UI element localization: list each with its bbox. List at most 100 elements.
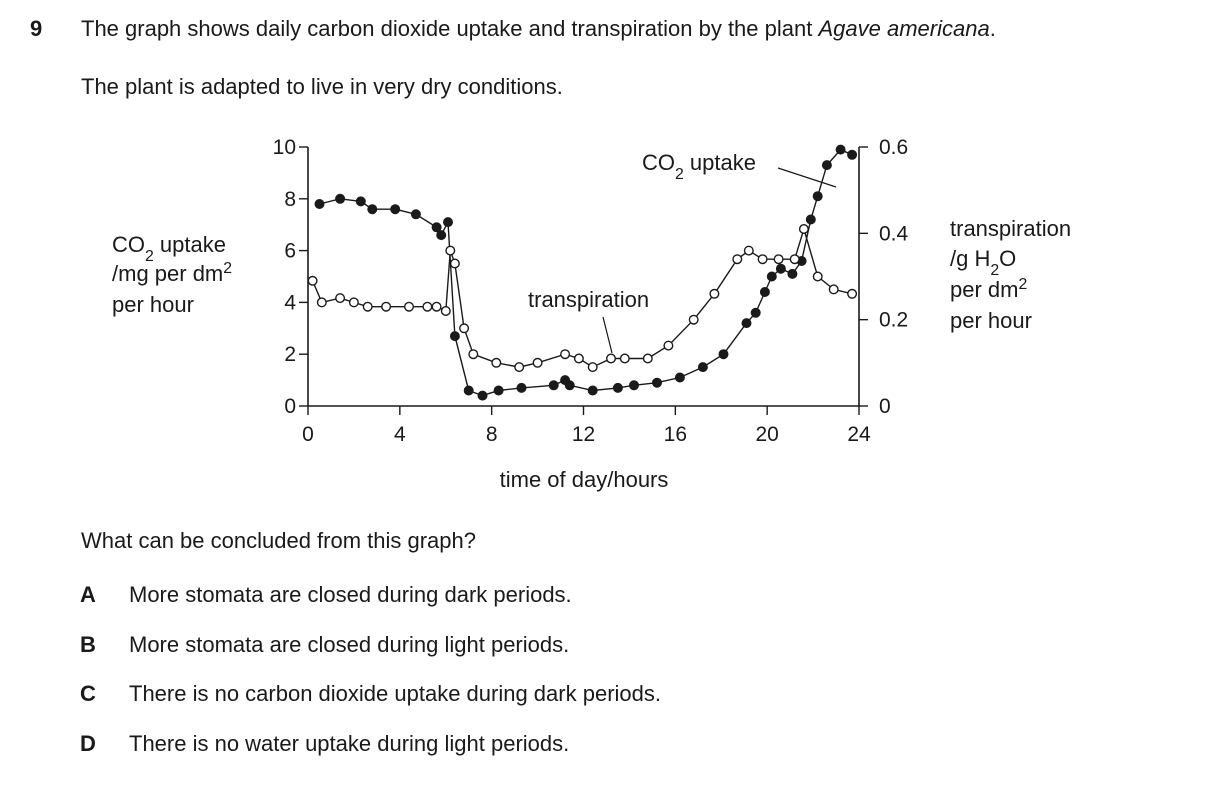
- transpiration-data-point: [688, 314, 699, 325]
- transpiration-data-point: [812, 271, 823, 282]
- transpiration-data-point: [709, 288, 720, 299]
- option-c-text[interactable]: There is no carbon dioxide uptake during…: [129, 681, 661, 706]
- option-c-letter: C: [80, 681, 96, 706]
- transpiration-annotation-leader: [602, 316, 613, 354]
- right-axis-label-line-4: per hour: [950, 308, 1032, 333]
- co2-data-point: [847, 149, 858, 160]
- co2-data-point: [449, 331, 460, 342]
- co2-data-point: [587, 385, 598, 396]
- option-b-text[interactable]: More stomata are closed during light per…: [129, 632, 570, 657]
- transpiration-data-point: [798, 223, 809, 234]
- stem-text-start: The graph shows daily carbon dioxide upt…: [81, 16, 819, 41]
- transpiration-data-point: [789, 254, 800, 265]
- question-prompt: What can be concluded from this graph?: [81, 528, 477, 553]
- transpiration-data-point: [606, 353, 617, 364]
- right-y-tick-label: 0.4: [879, 222, 909, 245]
- transpiration-data-point: [642, 353, 653, 364]
- question-number: 9: [30, 16, 43, 41]
- chart-labels: time of day/hours CO2 uptake/mg per dm2 pe…: [112, 150, 1071, 492]
- co2-data-point: [812, 191, 823, 202]
- x-tick-label: 24: [847, 423, 871, 446]
- left-y-tick-label: 10: [273, 136, 296, 159]
- co2-data-point: [674, 372, 685, 383]
- co2-data-point: [463, 385, 474, 396]
- option-d-letter: D: [80, 731, 96, 756]
- transpiration-data-point: [431, 301, 442, 312]
- co2-data-point: [367, 204, 378, 215]
- co2-data-point: [759, 287, 770, 298]
- transpiration-data-point: [773, 254, 784, 265]
- transpiration-data-point: [573, 353, 584, 364]
- option-b-letter: B: [80, 632, 96, 657]
- transpiration-data-point: [449, 258, 460, 269]
- left-y-tick-label: 6: [284, 240, 296, 263]
- co2-data-point: [629, 380, 640, 391]
- co2-data-point: [431, 222, 442, 233]
- co2-data-point: [750, 307, 761, 318]
- transpiration-data-point: [459, 323, 470, 334]
- right-axis-label-line-1: transpiration: [950, 216, 1071, 241]
- co2-data-point: [718, 349, 729, 360]
- transpiration-data-point: [316, 297, 327, 308]
- co2-data-point: [314, 198, 325, 209]
- transpiration-data-point: [440, 306, 451, 317]
- transpiration-data-point: [743, 245, 754, 256]
- species-name: Agave americana: [818, 16, 990, 41]
- co2-data-point: [805, 214, 816, 225]
- co2-data-point: [390, 204, 401, 215]
- transpiration-data-point: [532, 357, 543, 368]
- left-axis-label-line-3: per hour: [112, 292, 194, 317]
- co2-data-point: [443, 217, 454, 228]
- transpiration-data-point: [468, 349, 479, 360]
- co2-annotation-leader: [777, 167, 837, 188]
- x-axis-label: time of day/hours: [500, 467, 669, 492]
- transpiration-data-point: [560, 349, 571, 360]
- chart-markers: [307, 144, 858, 401]
- co2-data-point: [775, 263, 786, 274]
- x-tick-label: 20: [755, 423, 778, 446]
- transpiration-data-point: [732, 254, 743, 265]
- co2-data-point: [741, 318, 752, 329]
- transpiration-data-point: [663, 340, 674, 351]
- left-y-tick-label: 4: [284, 291, 296, 314]
- co2-data-point: [410, 209, 421, 220]
- x-tick-label: 8: [486, 423, 498, 446]
- x-tick-label: 4: [394, 423, 406, 446]
- co2-data-point: [766, 271, 777, 282]
- transpiration-data-point: [587, 362, 598, 373]
- co2-data-point: [335, 193, 346, 204]
- transpiration-data-point: [514, 362, 525, 373]
- left-y-tick-label: 2: [284, 343, 296, 366]
- left-axis-label-line-1: CO2 uptake: [112, 232, 226, 265]
- left-y-tick-label: 0: [284, 395, 296, 418]
- transpiration-data-point: [381, 301, 392, 312]
- transpiration-data-point: [404, 301, 415, 312]
- right-axis-label-line-2: /g H2O: [950, 246, 1016, 279]
- option-d-text[interactable]: There is no water uptake during light pe…: [129, 731, 570, 756]
- transpiration-data-point: [422, 301, 433, 312]
- co2-data-point: [516, 382, 527, 393]
- question-stem: The graph shows daily carbon dioxide upt…: [81, 16, 996, 42]
- co2-data-point: [835, 144, 846, 155]
- x-tick-label: 0: [302, 423, 314, 446]
- transpiration-data-point: [757, 254, 768, 265]
- transpiration-data-point: [445, 245, 456, 256]
- option-a-text[interactable]: More stomata are closed during dark peri…: [129, 582, 572, 607]
- right-y-tick-label: 0.6: [879, 136, 908, 159]
- transpiration-data-point: [362, 301, 373, 312]
- co2-data-point: [787, 268, 798, 279]
- co2-data-point: [436, 230, 447, 241]
- stem-text-end: .: [989, 16, 996, 41]
- right-y-tick-label: 0.2: [879, 309, 908, 332]
- transpiration-data-point: [348, 297, 359, 308]
- transpiration-data-point: [828, 284, 839, 295]
- co2-uptake-annotation: CO2 uptake: [642, 150, 756, 183]
- x-tick-label: 12: [572, 423, 595, 446]
- x-tick-label: 16: [664, 423, 687, 446]
- co2-data-point: [821, 160, 832, 171]
- option-a-letter: A: [80, 582, 96, 607]
- left-y-tick-label: 8: [284, 188, 296, 211]
- right-y-tick-label: 0: [879, 395, 891, 418]
